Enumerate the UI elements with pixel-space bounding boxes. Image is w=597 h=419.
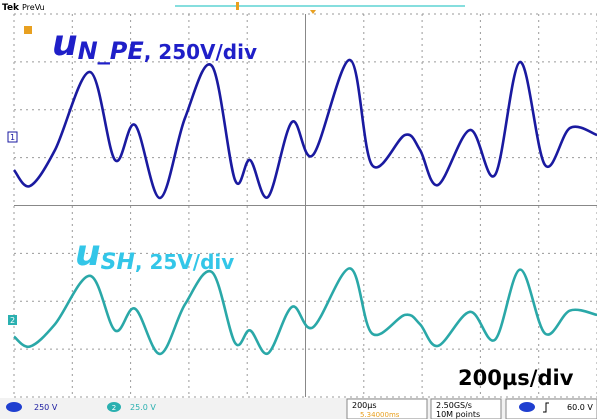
graticule <box>13 13 597 398</box>
ch2-scale: 25.0 V <box>130 403 156 412</box>
ch2-marker-label: 2 <box>10 316 15 325</box>
ch2-label: uSH, 25V/div <box>75 233 234 275</box>
mode: PreVu <box>22 3 45 12</box>
ch1-marker-label: 1 <box>10 133 15 142</box>
ch1-scale: , 250V/div <box>144 40 257 64</box>
ch2-waveform <box>13 267 597 356</box>
ch2-symbol: u <box>75 233 101 274</box>
horizontal-box <box>346 398 428 419</box>
trigger-pos-marker <box>310 10 316 14</box>
trigger-source-badge <box>519 402 535 412</box>
trigger-slope-icon <box>543 402 549 413</box>
ch2-badge <box>107 402 121 412</box>
record-length: 10M points <box>436 410 480 419</box>
ch2-scale: , 25V/div <box>135 250 234 274</box>
brand: Tek <box>2 3 20 13</box>
trigger-level: 60.0 V <box>567 403 593 412</box>
view-marker <box>236 2 239 10</box>
ch2-number: 2 <box>112 404 116 412</box>
ch1-subscript: N_PE <box>78 37 145 65</box>
ch1-badge <box>6 402 22 412</box>
sample-rate: 2.50GS/s <box>436 401 472 410</box>
ch2-marker <box>8 315 17 325</box>
ch1-label: uN_PE, 250V/div <box>52 23 257 65</box>
ch1-symbol: u <box>52 23 78 64</box>
acquisition-box <box>430 398 502 419</box>
trigger-marker <box>24 26 32 34</box>
trigger-position: 5.34000ms <box>360 411 400 419</box>
ch1-waveform <box>12 58 597 200</box>
ch2-subscript: SH <box>101 250 135 275</box>
ch1-marker <box>7 131 18 143</box>
timebase-label: 200µs/div <box>458 366 574 390</box>
horizontal-scale: 200µs <box>352 401 377 410</box>
ch1-scale: 250 V <box>34 403 58 412</box>
